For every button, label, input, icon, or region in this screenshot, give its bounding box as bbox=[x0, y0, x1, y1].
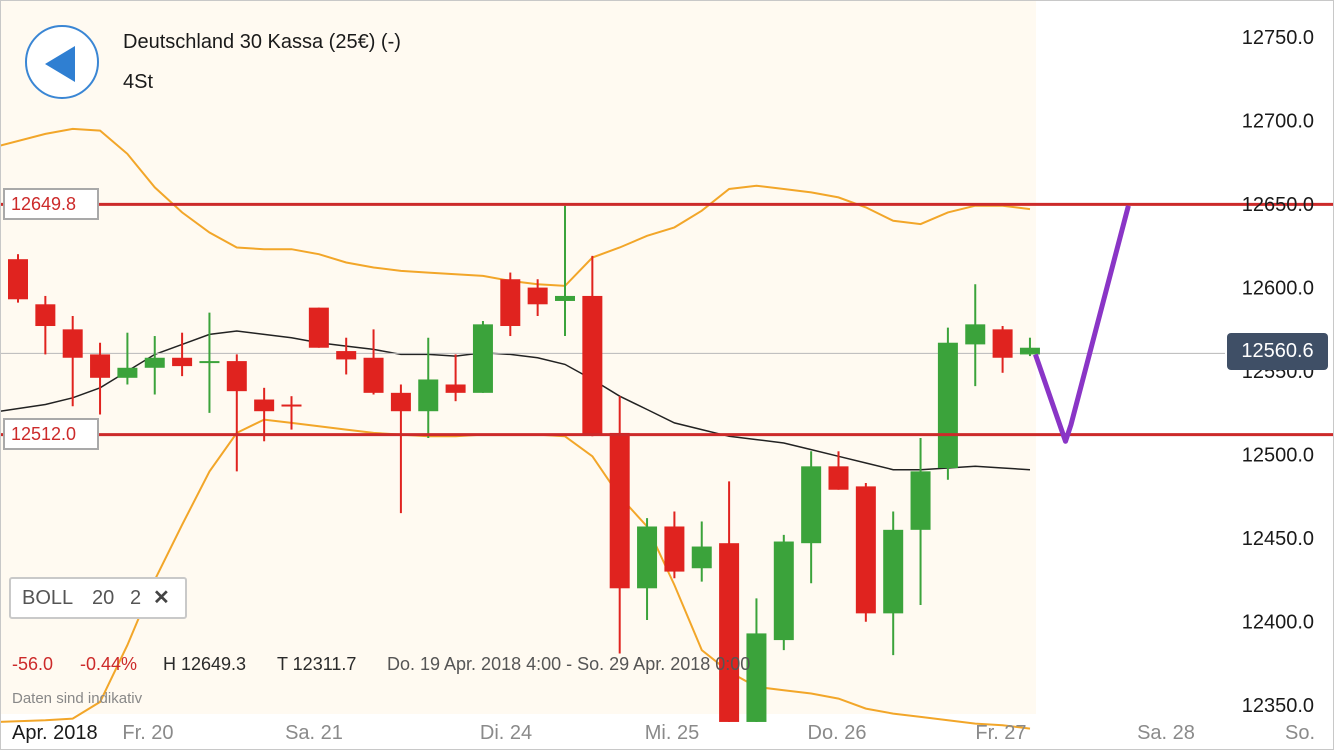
candle-body-up bbox=[418, 379, 439, 412]
x-axis-tick-label: Do. 26 bbox=[808, 722, 867, 744]
candle-body-up bbox=[117, 367, 138, 378]
disclaimer-text: Daten sind indikativ bbox=[12, 690, 143, 707]
y-axis-tick-label: 12500.0 bbox=[1242, 445, 1314, 467]
candle-body-down bbox=[226, 361, 247, 392]
candle-body-down bbox=[336, 351, 357, 360]
candle-body-down bbox=[609, 432, 630, 589]
y-axis-tick-label: 12450.0 bbox=[1242, 528, 1314, 550]
candle-body-up bbox=[773, 541, 794, 641]
candle-body-up bbox=[1019, 347, 1040, 355]
y-axis-tick-label: 12650.0 bbox=[1242, 194, 1314, 216]
candle-body-down bbox=[390, 392, 411, 412]
candle-body-down bbox=[8, 259, 28, 300]
y-axis-tick-label: 12600.0 bbox=[1242, 278, 1314, 300]
indicator-period: 20 bbox=[92, 587, 115, 609]
indicator-deviation: 2 bbox=[130, 587, 142, 609]
candle-body-down bbox=[664, 526, 685, 572]
candle-body-down bbox=[35, 304, 56, 327]
x-axis-tick-label: Fr. 20 bbox=[122, 722, 173, 744]
candle-body-down bbox=[90, 354, 111, 378]
candle-body-up bbox=[883, 529, 904, 614]
candle-body-down bbox=[992, 329, 1013, 358]
timeframe-label[interactable]: 4St bbox=[123, 71, 154, 93]
candle-body-up bbox=[144, 357, 165, 368]
candle-body-up bbox=[937, 342, 958, 469]
candle-body-down bbox=[500, 279, 521, 327]
candle-body-down bbox=[308, 307, 329, 348]
candle-body-down bbox=[828, 466, 849, 490]
candle-body-up bbox=[746, 633, 767, 722]
candle-body-down bbox=[719, 543, 740, 722]
low-value: T 12311.7 bbox=[277, 654, 357, 674]
candle-body-down bbox=[254, 399, 275, 412]
candle-body-up bbox=[555, 295, 575, 301]
y-axis-tick-label: 12350.0 bbox=[1242, 695, 1314, 717]
change-value: -56.0 bbox=[12, 654, 54, 674]
candle-body-down bbox=[281, 404, 302, 407]
date-range: Do. 19 Apr. 2018 4:00 - So. 29 Apr. 2018… bbox=[387, 654, 751, 674]
current-price-tag: 12560.6 bbox=[1227, 333, 1328, 370]
instrument-title: Deutschland 30 Kassa (25€) (-) bbox=[123, 31, 401, 53]
candle-body-down bbox=[172, 357, 193, 367]
indicator-name: BOLL bbox=[22, 587, 74, 609]
change-percent: -0.44% bbox=[80, 654, 138, 674]
resistance-line-label[interactable]: 12649.8 bbox=[3, 188, 99, 220]
candle-body-down bbox=[363, 357, 384, 393]
x-axis-tick-label: Apr. 2018 bbox=[12, 722, 98, 744]
support-line-label[interactable]: 12512.0 bbox=[3, 418, 99, 450]
back-arrow-icon bbox=[45, 46, 75, 82]
candle-body-up bbox=[472, 324, 493, 393]
x-axis-tick-label: Sa. 28 bbox=[1137, 722, 1195, 744]
y-axis-tick-label: 12400.0 bbox=[1242, 612, 1314, 634]
x-axis-tick-label: So. bbox=[1285, 722, 1315, 744]
candle-body-up bbox=[691, 546, 712, 569]
bollinger-middle-line bbox=[0, 330, 1031, 471]
x-axis-background bbox=[0, 714, 1334, 750]
high-value: H 12649.3 bbox=[163, 654, 247, 674]
x-axis-tick-label: Fr. 27 bbox=[975, 722, 1026, 744]
candle-body-down bbox=[445, 384, 466, 393]
x-axis-tick-label: Di. 24 bbox=[480, 722, 532, 744]
candle-body-up bbox=[910, 471, 931, 530]
close-icon[interactable]: ✕ bbox=[153, 587, 170, 609]
y-axis-tick-label: 12750.0 bbox=[1242, 27, 1314, 49]
candle-body-down bbox=[527, 287, 548, 305]
y-axis-tick-label: 12700.0 bbox=[1242, 111, 1314, 133]
candle-body-down bbox=[62, 329, 83, 358]
candle-body-down bbox=[855, 486, 876, 614]
indicator-chip[interactable]: BOLL 20 2 ✕ bbox=[9, 577, 187, 619]
candle-body-down bbox=[582, 295, 603, 435]
candle-body-up bbox=[801, 466, 822, 544]
back-button[interactable] bbox=[25, 25, 99, 99]
trend-drawing bbox=[1033, 205, 1131, 444]
x-axis-tick-label: Mi. 25 bbox=[645, 722, 699, 744]
candle-body-up bbox=[637, 526, 658, 589]
candle-body-up bbox=[199, 361, 220, 364]
x-axis-tick-label: Sa. 21 bbox=[285, 722, 343, 744]
candle-body-up bbox=[965, 324, 986, 345]
